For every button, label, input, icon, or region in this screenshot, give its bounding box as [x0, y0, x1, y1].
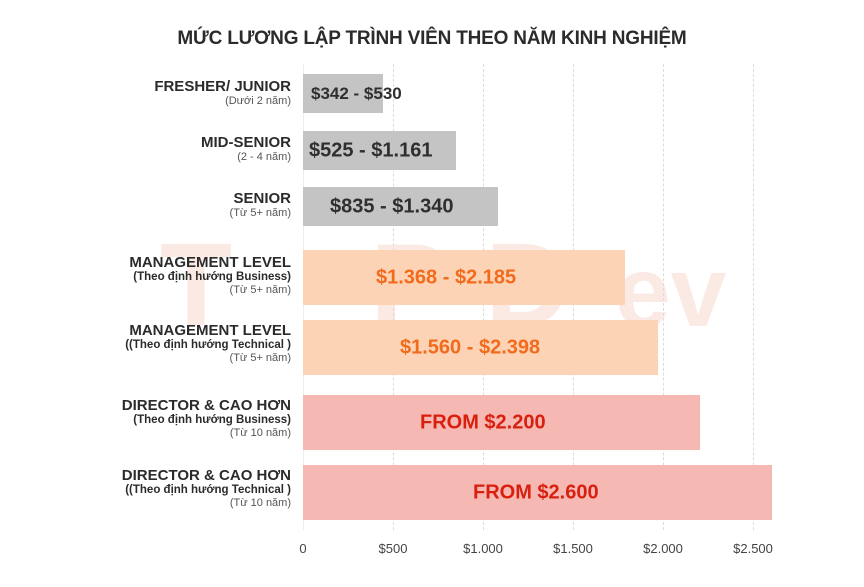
category-years: (Từ 5+ năm)	[229, 207, 291, 220]
bar-value-label: $525 - $1.161	[309, 139, 433, 161]
bar-director-technical: FROM $2.600	[303, 465, 772, 520]
category-years: (Từ 5+ năm)	[229, 352, 291, 365]
category-subtitle: (Theo định hướng Business)	[133, 414, 291, 427]
category-title: MANAGEMENT LEVEL	[129, 254, 291, 271]
x-tick-label: $2.500	[733, 541, 773, 556]
x-tick-label: $500	[378, 541, 408, 556]
bar-senior: $835 - $1.340	[303, 187, 498, 226]
bar-value-label: $835 - $1.340	[330, 195, 454, 217]
category-label-management-business: MANAGEMENT LEVEL (Theo định hướng Busine…	[129, 254, 291, 297]
category-title: DIRECTOR & CAO HƠN	[121, 467, 291, 484]
bar-management-business: $1.368 - $2.185	[303, 250, 625, 305]
bar-value-label: FROM $2.200	[420, 411, 546, 433]
category-label-senior: SENIOR (Từ 5+ năm)	[230, 190, 291, 220]
category-label-management-technical: MANAGEMENT LEVEL ((Theo định hướng Techn…	[125, 322, 291, 365]
category-subtitle: (Theo định hướng Business)	[133, 271, 291, 284]
category-title: SENIOR	[233, 190, 291, 207]
category-title: MANAGEMENT LEVEL	[129, 322, 291, 339]
bar-management-technical: $1.560 - $2.398	[303, 320, 658, 375]
x-tick-label: 0	[299, 541, 307, 556]
bar-value-label: FROM $2.600	[473, 481, 599, 503]
bar-value-label: $1.560 - $2.398	[400, 336, 541, 358]
gridline-2000	[663, 64, 664, 530]
category-label-director-business: DIRECTOR & CAO HƠN (Theo định hướng Busi…	[122, 397, 291, 440]
bar-fresher: $342 - $530	[303, 74, 402, 113]
category-subtitle: ((Theo định hướng Technical )	[125, 339, 291, 352]
category-label-director-technical: DIRECTOR & CAO HƠN ((Theo định hướng Tec…	[122, 467, 291, 510]
category-years: (2 - 4 năm)	[237, 151, 291, 164]
category-label-mid-senior: MID-SENIOR (2 - 4 năm)	[201, 134, 291, 164]
category-years: (Từ 5+ năm)	[229, 284, 291, 297]
bar-director-business: FROM $2.200	[303, 395, 700, 450]
bar-mid-senior: $525 - $1.161	[303, 131, 456, 170]
category-years: (Từ 10 năm)	[229, 497, 291, 510]
category-years: (Dưới 2 năm)	[225, 95, 291, 108]
chart-title: MỨC LƯƠNG LẬP TRÌNH VIÊN THEO NĂM KINH N…	[177, 28, 687, 49]
x-tick-label: $2.000	[643, 541, 683, 556]
gridline-2500	[753, 64, 754, 530]
bar-value-label: $342 - $530	[311, 83, 402, 103]
category-title: MID-SENIOR	[201, 134, 291, 151]
category-label-fresher: FRESHER/ JUNIOR (Dưới 2 năm)	[154, 78, 291, 108]
x-tick-label: $1.500	[553, 541, 593, 556]
bar-value-label: $1.368 - $2.185	[376, 266, 517, 288]
category-title: DIRECTOR & CAO HƠN	[121, 397, 291, 414]
category-title: FRESHER/ JUNIOR	[154, 78, 291, 95]
x-tick-label: $1.000	[463, 541, 503, 556]
category-subtitle: ((Theo định hướng Technical )	[125, 484, 291, 497]
category-years: (Từ 10 năm)	[229, 427, 291, 440]
